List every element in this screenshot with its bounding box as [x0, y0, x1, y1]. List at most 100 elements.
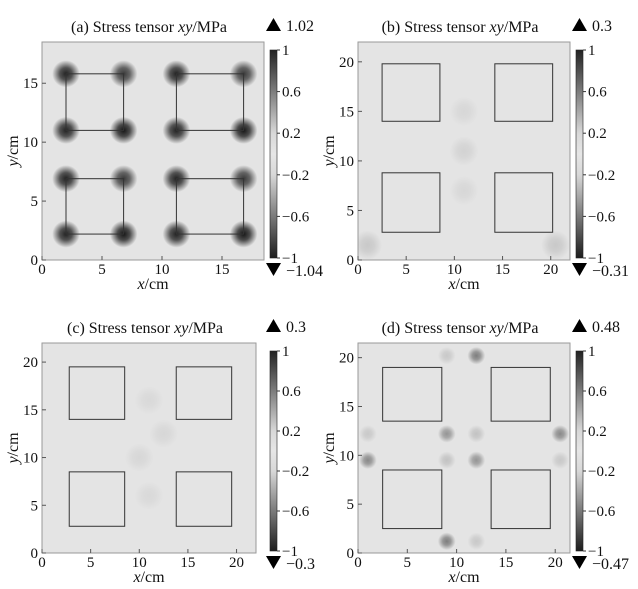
x-tick-label: 10: [447, 262, 462, 278]
colorbar-tick-label: 0.6: [282, 85, 301, 101]
panel-title: (b) Stress tensor xy/MPa: [382, 19, 539, 36]
heatmap-spot: [124, 443, 154, 472]
y-axis-label: y/cm: [5, 135, 22, 169]
y-tick-label: 10: [339, 448, 354, 464]
x-tick-label: 5: [98, 262, 106, 278]
panel-title-part: /MPa: [504, 320, 539, 337]
heatmap-spot: [134, 385, 164, 415]
x-tick-label: 0: [354, 555, 362, 571]
colorbar-tick-label: 0.2: [282, 424, 301, 440]
max-triangle-icon: [572, 18, 587, 31]
x-axis-label: x/cm: [136, 276, 169, 293]
heatmap-spot: [551, 451, 570, 469]
heatmap-spots: [358, 96, 570, 260]
y-tick-label: 15: [23, 76, 38, 92]
inclusion-outline: [494, 63, 554, 122]
y-tick-label: 5: [347, 203, 355, 219]
colorbar-tick-label: −0.6: [588, 504, 616, 520]
x-tick-label: 20: [229, 555, 244, 571]
y-axis-label-part: y: [5, 159, 22, 169]
max-value-label: 0.3: [592, 18, 612, 35]
x-axis-label-part: /cm: [145, 276, 170, 293]
y-tick-label: 10: [23, 135, 38, 151]
colorbar: [575, 350, 584, 552]
x-axis-label-part: /cm: [456, 276, 481, 293]
x-tick-label: 10: [449, 555, 464, 571]
plot-frame: [41, 342, 257, 554]
y-axis-label: y/cm: [5, 432, 22, 466]
x-tick-label: 5: [402, 262, 410, 278]
heatmap-background: [358, 343, 570, 553]
heatmap-spot: [437, 532, 456, 551]
inclusion-outline: [382, 366, 443, 422]
x-tick-label: 15: [180, 555, 195, 571]
max-value-label: 0.48: [592, 319, 620, 336]
panel-title-part: xy: [173, 320, 189, 337]
min-value-label: −0.47: [592, 556, 629, 573]
inclusion-outline: [68, 471, 126, 527]
inclusion-outline: [175, 73, 245, 131]
heatmap-spot: [358, 230, 383, 260]
colorbar-tick-label: 0.6: [588, 384, 607, 400]
max-triangle-icon: [266, 319, 281, 332]
colorbar-tick-label: 0.2: [588, 126, 607, 142]
inclusion-outline: [494, 172, 554, 233]
panel-title-part: (d) Stress tensor: [382, 320, 490, 337]
heatmap-spot: [437, 451, 456, 469]
max-value-label: 0.3: [286, 319, 306, 336]
y-axis-label-part: /cm: [5, 135, 22, 160]
plot-frame: [357, 41, 571, 261]
min-value-label: −0.31: [592, 263, 629, 280]
y-axis-label: y/cm: [321, 135, 338, 169]
y-axis-label-part: y: [321, 456, 338, 466]
colorbar-tick-label: 1: [588, 43, 596, 59]
plot-frame: [357, 342, 571, 554]
max-value-label: 1.02: [286, 18, 314, 35]
heatmap-spots: [52, 60, 258, 248]
x-tick-label: 10: [132, 555, 147, 571]
colorbar-tick-label: 1: [282, 344, 290, 360]
heatmap-spot: [358, 425, 377, 443]
x-tick-label: 0: [38, 262, 46, 278]
colorbar-tick-label: −0.2: [588, 168, 615, 184]
y-axis-label-part: y: [5, 456, 22, 466]
min-triangle-icon: [266, 263, 281, 276]
colorbar-tick-label: 0.2: [588, 424, 607, 440]
panel-title-part: xy: [177, 19, 193, 36]
colorbar-tick-label: −1: [282, 544, 298, 560]
inclusion-outline: [65, 178, 125, 235]
panel-title-part: (b) Stress tensor: [382, 19, 490, 36]
y-tick-label: 0: [31, 253, 39, 269]
x-axis-label-part: x: [447, 276, 455, 293]
max-triangle-icon: [572, 319, 587, 332]
panel-title: (d) Stress tensor xy/MPa: [382, 320, 539, 337]
x-axis-label: x/cm: [447, 276, 480, 293]
colorbar-tick-label: −1: [282, 251, 298, 267]
inclusion-outline: [65, 73, 125, 131]
inclusion-outline: [175, 366, 233, 420]
heatmap-spot: [467, 532, 486, 551]
panel-title-part: /MPa: [188, 320, 223, 337]
heatmap-spot: [437, 346, 456, 365]
colorbar-tick-label: −0.6: [588, 209, 616, 225]
y-axis-label-part: /cm: [321, 135, 338, 160]
colorbar-tick-label: 1: [282, 43, 290, 59]
colorbar-tick-label: −0.2: [588, 464, 615, 480]
heatmap-spot: [449, 175, 479, 206]
inclusion-outline: [381, 63, 441, 122]
panel-title: (a) Stress tensor xy/MPa: [71, 19, 227, 36]
colorbar-tick-label: −0.2: [282, 168, 309, 184]
inclusion-outline: [490, 469, 551, 530]
x-axis-label: x/cm: [132, 569, 165, 586]
x-tick-label: 20: [543, 262, 558, 278]
x-tick-label: 0: [354, 262, 362, 278]
y-tick-label: 0: [347, 546, 355, 562]
heatmap-spot: [467, 451, 486, 469]
x-axis-label-part: x: [447, 569, 455, 586]
min-value-label: −1.04: [286, 263, 323, 280]
inclusion-outline: [68, 366, 126, 420]
y-axis-label-part: /cm: [5, 432, 22, 457]
